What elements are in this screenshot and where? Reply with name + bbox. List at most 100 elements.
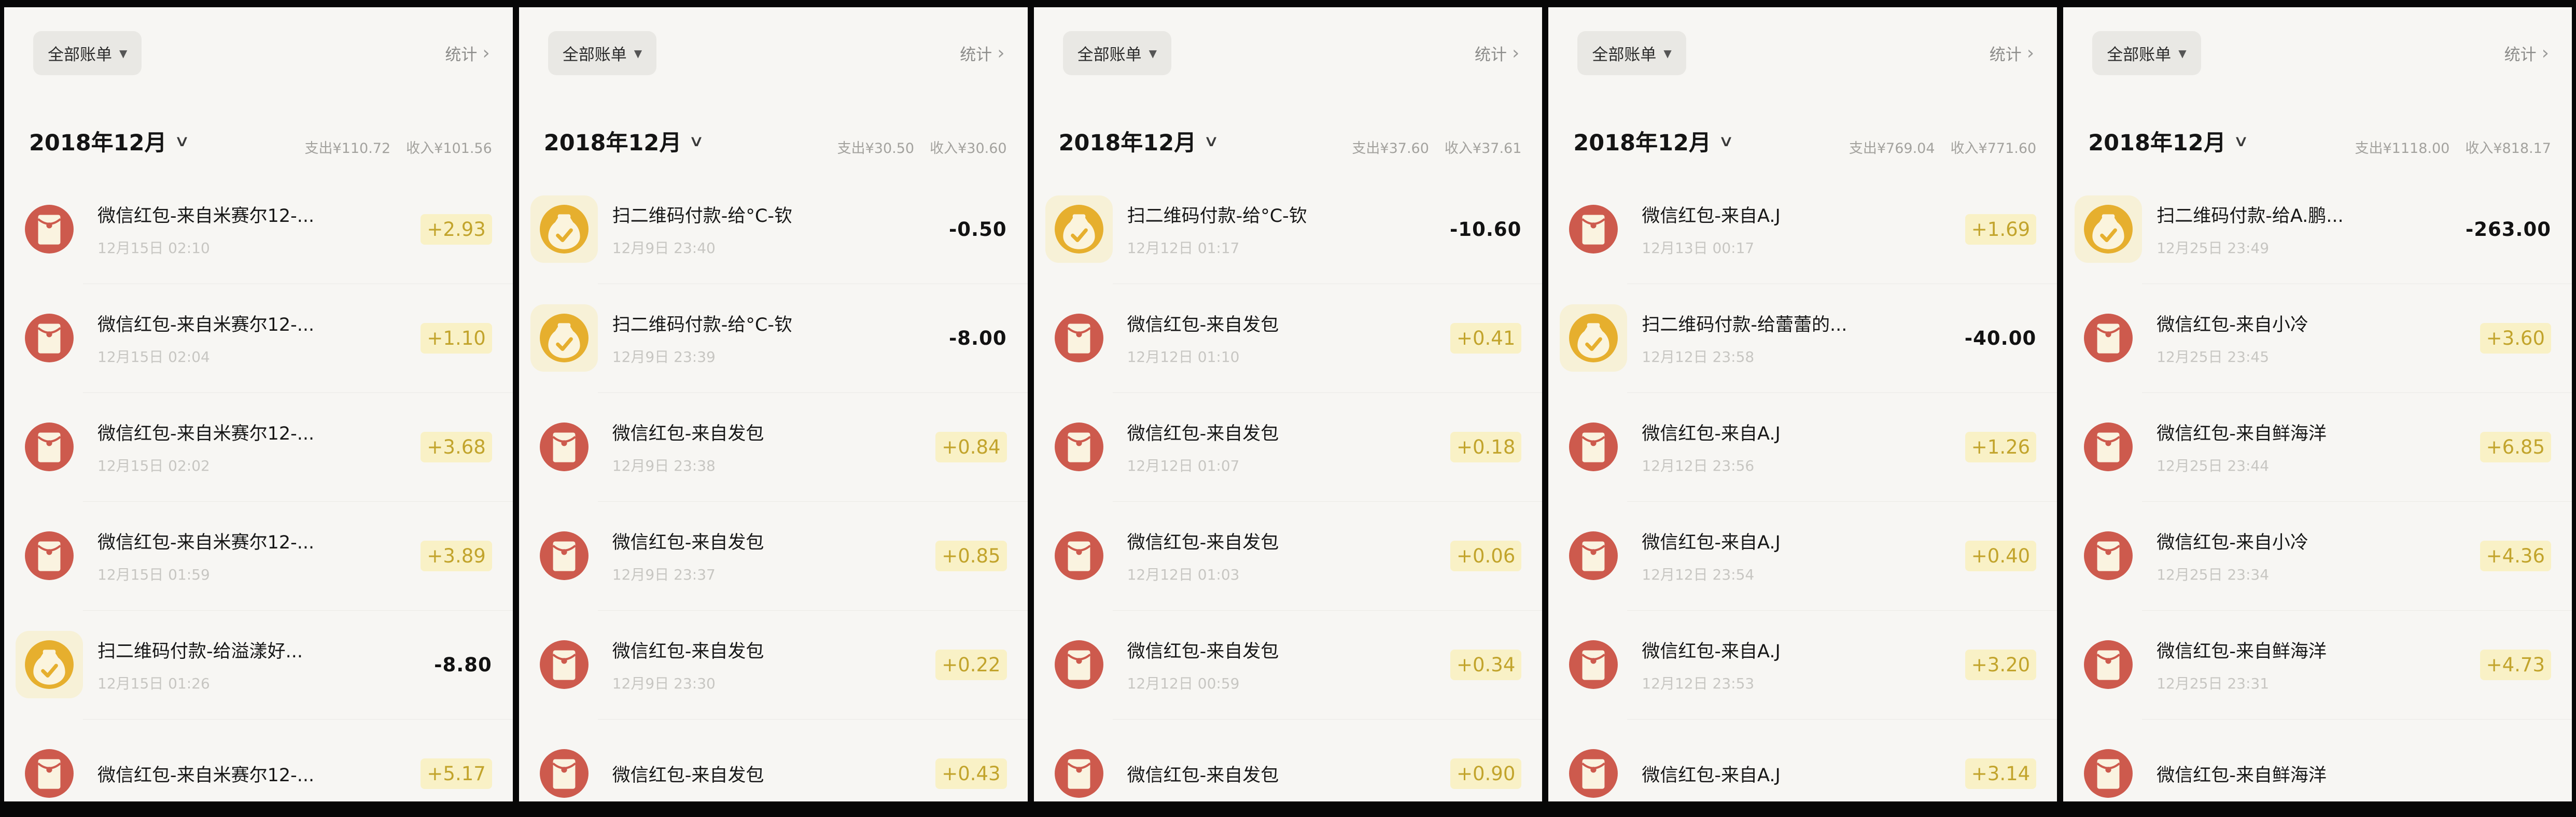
red-packet-icon — [539, 530, 590, 581]
transaction-amount: +1.26 — [1965, 431, 2037, 462]
transaction-row[interactable]: 微信红包-来自米赛尔12-... 12月15日 02:02 +3.68 — [4, 392, 513, 501]
transaction-date: 12月25日 23:45 — [2157, 348, 2270, 365]
transaction-title: 微信红包-来自A.J — [1642, 423, 1781, 444]
bill-filter-dropdown[interactable]: 全部账单 ▼ — [2092, 31, 2201, 75]
transaction-amount: +0.34 — [1450, 649, 1522, 680]
month-selector[interactable]: 2018年12月 ∨ — [1058, 125, 1220, 157]
transaction-row[interactable]: 微信红包-来自鲜海洋 12月25日 23:31 +4.73 — [2063, 610, 2572, 719]
money-bag-icon — [2075, 195, 2143, 263]
transaction-list: 扫二维码付款-给°C-钦 12月9日 23:40 -0.50 扫二维码付款-给°… — [519, 175, 1028, 801]
income-total: 收入¥37.61 — [1444, 140, 1522, 157]
red-packet-icon — [24, 530, 75, 581]
transaction-row[interactable]: 微信红包-来自鲜海洋 — [2063, 719, 2572, 801]
transaction-row[interactable]: 微信红包-来自米赛尔12-... +5.17 — [4, 719, 513, 801]
transaction-row[interactable]: 扫二维码付款-给溢漾好... 12月15日 01:26 -8.80 — [4, 610, 513, 719]
transaction-row[interactable]: 微信红包-来自A.J 12月12日 23:53 +3.20 — [1548, 610, 2057, 719]
panel-header: 全部账单 ▼ 统计 › — [4, 7, 513, 75]
month-totals: 支出¥37.60 收入¥37.61 — [1352, 137, 1521, 157]
transaction-row[interactable]: 扫二维码付款-给°C-钦 12月9日 23:39 -8.00 — [519, 284, 1028, 392]
transaction-row[interactable]: 微信红包-来自发包 12月9日 23:38 +0.84 — [519, 392, 1028, 501]
transaction-row[interactable]: 微信红包-来自小冷 12月25日 23:34 +4.36 — [2063, 501, 2572, 610]
bill-filter-dropdown[interactable]: 全部账单 ▼ — [1062, 31, 1171, 75]
caret-down-icon: ▼ — [1149, 47, 1157, 60]
transaction-row[interactable]: 微信红包-来自A.J 12月13日 00:17 +1.69 — [1548, 175, 2057, 284]
caret-down-icon: ▼ — [634, 47, 642, 60]
expense-total: 支出¥37.60 — [1352, 140, 1429, 157]
month-selector[interactable]: 2018年12月 ∨ — [543, 125, 705, 157]
transaction-title: 扫二维码付款-给°C-钦 — [612, 314, 792, 335]
transaction-row[interactable]: 微信红包-来自鲜海洋 12月25日 23:44 +6.85 — [2063, 392, 2572, 501]
transaction-date: 12月25日 23:44 — [2157, 457, 2270, 474]
transaction-title: 微信红包-来自鲜海洋 — [2157, 423, 2327, 444]
bill-filter-label: 全部账单 — [2107, 46, 2172, 64]
transaction-row[interactable]: 微信红包-来自发包 12月9日 23:30 +0.22 — [519, 610, 1028, 719]
transaction-date: 12月13日 00:17 — [1642, 239, 1755, 257]
transaction-date: 12月12日 23:56 — [1642, 457, 1755, 474]
month-label: 2018年12月 — [1058, 130, 1197, 156]
transaction-date: 12月9日 23:38 — [612, 457, 716, 474]
month-totals: 支出¥1118.00 收入¥818.17 — [2355, 137, 2551, 157]
transaction-row[interactable]: 微信红包-来自米赛尔12-... 12月15日 02:10 +2.93 — [4, 175, 513, 284]
red-packet-icon — [1054, 530, 1104, 581]
transaction-row[interactable]: 扫二维码付款-给A.鹏... 12月25日 23:49 -263.00 — [2063, 175, 2572, 284]
transaction-amount: +4.36 — [2480, 540, 2551, 571]
transaction-title: 微信红包-来自A.J — [1642, 765, 1781, 786]
bill-filter-dropdown[interactable]: 全部账单 ▼ — [548, 31, 657, 75]
transaction-date: 12月25日 23:34 — [2157, 566, 2270, 583]
month-label: 2018年12月 — [1573, 130, 1711, 156]
month-selector[interactable]: 2018年12月 ∨ — [2088, 125, 2249, 157]
statistics-link[interactable]: 统计 › — [960, 41, 1004, 65]
month-selector[interactable]: 2018年12月 ∨ — [29, 125, 190, 157]
month-label: 2018年12月 — [543, 130, 682, 156]
bill-panel: 全部账单 ▼ 统计 › 2018年12月 ∨ 支出¥769.04 收入¥771.… — [1548, 7, 2057, 801]
transaction-date: 12月15日 02:10 — [97, 239, 210, 257]
transaction-row[interactable]: 微信红包-来自发包 12月12日 01:07 +0.18 — [1034, 392, 1543, 501]
transaction-title: 微信红包-来自小冷 — [2157, 314, 2308, 335]
statistics-link[interactable]: 统计 › — [1475, 41, 1519, 65]
transaction-date: 12月9日 23:37 — [612, 566, 716, 583]
transaction-row[interactable]: 微信红包-来自米赛尔12-... 12月15日 01:59 +3.89 — [4, 501, 513, 610]
transaction-title: 微信红包-来自A.J — [1642, 641, 1781, 662]
bill-filter-dropdown[interactable]: 全部账单 ▼ — [1577, 31, 1686, 75]
statistics-link[interactable]: 统计 › — [1990, 41, 2034, 65]
transaction-row[interactable]: 扫二维码付款-给°C-钦 12月9日 23:40 -0.50 — [519, 175, 1028, 284]
transaction-row[interactable]: 微信红包-来自发包 12月12日 01:10 +0.41 — [1034, 284, 1543, 392]
transaction-date: 12月12日 01:07 — [1127, 457, 1240, 474]
statistics-label: 统计 — [2504, 46, 2537, 64]
transaction-date: 12月15日 02:02 — [97, 457, 210, 474]
money-bag-icon — [16, 631, 83, 698]
transaction-row[interactable]: 微信红包-来自发包 12月12日 00:59 +0.34 — [1034, 610, 1543, 719]
transaction-row[interactable]: 微信红包-来自发包 +0.43 — [519, 719, 1028, 801]
month-selector[interactable]: 2018年12月 ∨ — [1573, 125, 1734, 157]
red-packet-icon — [2083, 639, 2134, 690]
chevron-right-icon: › — [482, 43, 490, 64]
statistics-link[interactable]: 统计 › — [445, 41, 489, 65]
chevron-right-icon: › — [2541, 43, 2549, 64]
transaction-row[interactable]: 微信红包-来自A.J 12月12日 23:54 +0.40 — [1548, 501, 2057, 610]
transaction-title: 微信红包-来自发包 — [1127, 532, 1279, 553]
transaction-row[interactable]: 微信红包-来自发包 12月9日 23:37 +0.85 — [519, 501, 1028, 610]
transaction-row[interactable]: 微信红包-来自A.J +3.14 — [1548, 719, 2057, 801]
red-packet-icon — [2083, 748, 2134, 799]
transaction-amount: -8.80 — [434, 653, 492, 676]
chevron-down-icon: ∨ — [688, 132, 705, 150]
transaction-title: 微信红包-来自发包 — [612, 641, 764, 662]
transaction-row[interactable]: 微信红包-来自米赛尔12-... 12月15日 02:04 +1.10 — [4, 284, 513, 392]
transaction-row[interactable]: 扫二维码付款-给蕾蕾的... 12月12日 23:58 -40.00 — [1548, 284, 2057, 392]
chevron-right-icon: › — [2026, 43, 2035, 64]
bill-filter-label: 全部账单 — [1592, 46, 1657, 64]
transaction-date: 12月15日 01:26 — [97, 674, 210, 692]
transaction-row[interactable]: 微信红包-来自A.J 12月12日 23:56 +1.26 — [1548, 392, 2057, 501]
transaction-row[interactable]: 微信红包-来自发包 12月12日 01:03 +0.06 — [1034, 501, 1543, 610]
transaction-title: 微信红包-来自发包 — [1127, 314, 1279, 335]
statistics-link[interactable]: 统计 › — [2504, 41, 2549, 65]
transaction-amount: +2.93 — [421, 214, 492, 245]
red-packet-icon — [2083, 530, 2134, 581]
bill-filter-dropdown[interactable]: 全部账单 ▼ — [33, 31, 142, 75]
transaction-row[interactable]: 微信红包-来自小冷 12月25日 23:45 +3.60 — [2063, 284, 2572, 392]
red-packet-icon — [539, 421, 590, 472]
transaction-date: 12月9日 23:39 — [612, 348, 716, 365]
red-packet-icon — [1568, 748, 1619, 799]
transaction-row[interactable]: 微信红包-来自发包 +0.90 — [1034, 719, 1543, 801]
transaction-row[interactable]: 扫二维码付款-给°C-钦 12月12日 01:17 -10.60 — [1034, 175, 1543, 284]
